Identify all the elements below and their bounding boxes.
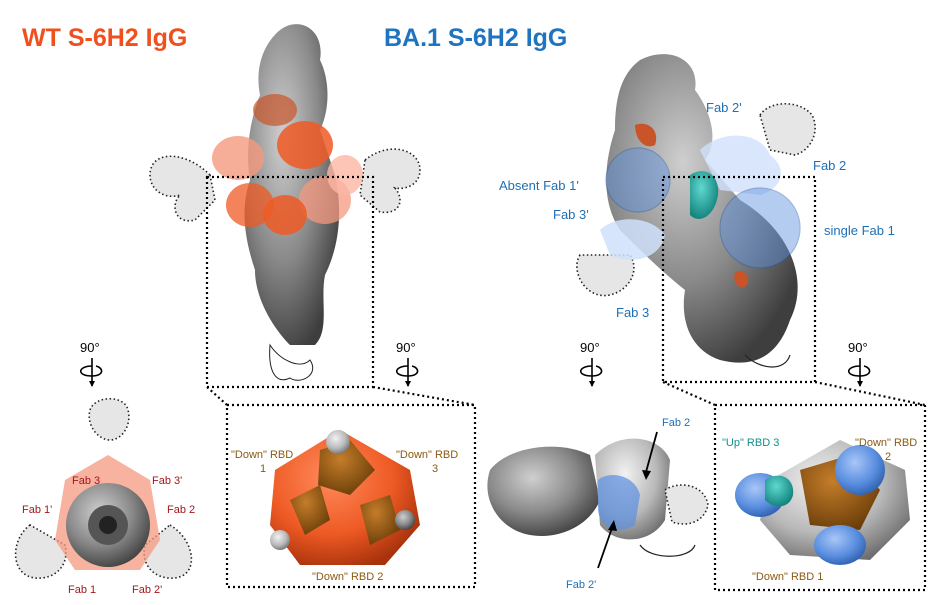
ba1-side-fab2p-label: Fab 2' bbox=[706, 100, 742, 115]
ba1-top-fab2p-label: Fab 2' bbox=[566, 579, 596, 591]
rotation-label: 90° bbox=[396, 340, 416, 355]
rotation-label: 90° bbox=[848, 340, 868, 355]
ba1-zoom-panel: "Up" RBD 3 "Down" RBD 2 "Down" RBD 1 bbox=[713, 403, 927, 592]
ba1-zoom-up-rbd3-label: "Up" RBD 3 bbox=[722, 437, 779, 449]
wt-zoom-rbd1-label-line1: "Down" RBD bbox=[231, 449, 293, 461]
wt-top-fab3p-label: Fab 3' bbox=[152, 475, 182, 487]
wt-zoom-panel: "Down" RBD 1 "Down" RBD 3 "Down" RBD 2 bbox=[225, 403, 477, 589]
wt-title: WT S-6H2 IgG bbox=[22, 24, 187, 52]
ba1-zoom-rbd1-label: "Down" RBD 1 bbox=[752, 571, 823, 583]
wt-top-fab2p-label: Fab 2' bbox=[132, 584, 162, 596]
ba1-zoom-rbd2-label-line1: "Down" RBD bbox=[855, 437, 917, 449]
rotation-icon-1: 90° bbox=[79, 340, 103, 387]
wt-top-fab1p-label: Fab 1' bbox=[22, 504, 52, 516]
rotation-icon-4: 90° bbox=[847, 340, 871, 387]
ba1-title: BA.1 S-6H2 IgG bbox=[384, 24, 567, 52]
ba1-side-view: Fab 2' Fab 2 Absent Fab 1' Fab 3' single… bbox=[499, 54, 926, 407]
rotation-label: 90° bbox=[580, 340, 600, 355]
ba1-side-fab3p-label: Fab 3' bbox=[553, 207, 589, 222]
ba1-side-fab3-label: Fab 3 bbox=[616, 305, 649, 320]
wt-top-fab3-label: Fab 3 bbox=[72, 475, 100, 487]
wt-top-fab1-label: Fab 1 bbox=[68, 584, 96, 596]
ba1-side-single-fab1-label: single Fab 1 bbox=[824, 223, 895, 238]
wt-zoom-rbd3-label-line1: "Down" RBD bbox=[396, 449, 458, 461]
rotation-icon-3: 90° bbox=[579, 340, 603, 387]
wt-zoom-rbd1-label-line2: 1 bbox=[260, 463, 266, 475]
ba1-side-fab2-label: Fab 2 bbox=[813, 158, 846, 173]
ba1-zoom-rbd2-label-line2: 2 bbox=[885, 451, 891, 463]
wt-side-view bbox=[149, 24, 476, 407]
ba1-top-fab2-label: Fab 2 bbox=[662, 417, 690, 429]
wt-zoom-rbd3-label-line2: 3 bbox=[432, 463, 438, 475]
ba1-top-view: Fab 2 Fab 2' bbox=[487, 417, 709, 591]
rotation-icon-2: 90° bbox=[395, 340, 419, 387]
ba1-side-absent-fab1p-label: Absent Fab 1' bbox=[499, 178, 579, 193]
wt-zoom-rbd2-label: "Down" RBD 2 bbox=[312, 571, 383, 583]
wt-top-fab2-label: Fab 2 bbox=[167, 504, 195, 516]
rotation-label: 90° bbox=[80, 340, 100, 355]
wt-top-view: Fab 3 Fab 3' Fab 1' Fab 2 Fab 1 Fab 2' bbox=[14, 397, 195, 596]
